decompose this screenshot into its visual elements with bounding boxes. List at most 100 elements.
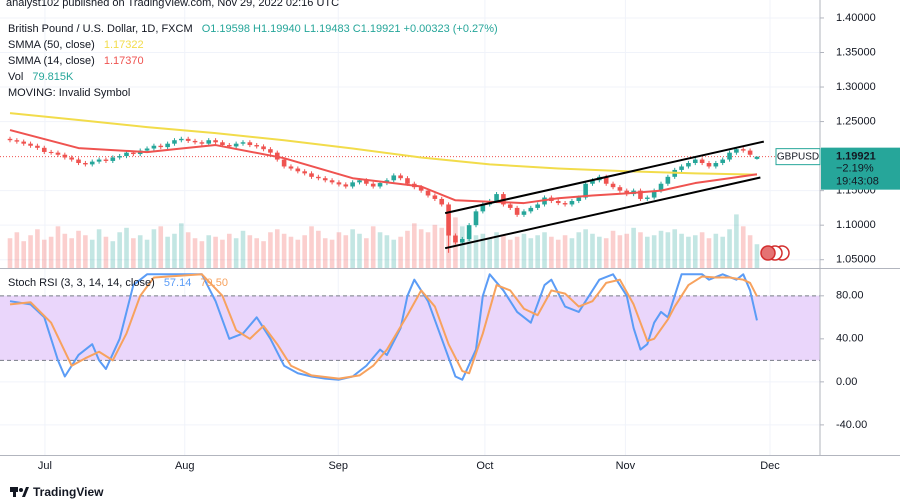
volume-bar: [192, 238, 198, 268]
candle-body: [377, 183, 383, 187]
symbol-title: British Pound / U.S. Dollar, 1D, FXCM: [8, 23, 193, 35]
candle-body: [405, 178, 410, 184]
volume-bar: [350, 229, 355, 268]
candle-body: [55, 152, 61, 155]
y-tick-label: 1.35000: [836, 46, 876, 58]
volume-bar: [699, 232, 705, 268]
candle-body: [69, 157, 74, 160]
volume-bar: [240, 230, 246, 268]
volume-bar: [507, 239, 513, 268]
candle-body: [658, 183, 664, 191]
candle-body: [473, 211, 479, 226]
volume-bar: [754, 244, 760, 268]
candle-body: [357, 180, 362, 183]
candle-body: [322, 178, 328, 181]
candle-body: [665, 176, 671, 184]
y-tick-label: -40.00: [836, 419, 867, 431]
price-tag: [821, 147, 900, 190]
published-note: analyst102 published on TradingView.com,…: [6, 0, 339, 9]
volume-bar: [206, 235, 212, 268]
candle-body: [514, 207, 520, 215]
legend-name: SMMA (14, close): [8, 55, 95, 67]
candle-body: [521, 211, 527, 215]
label-layer: GBPUSD 1.19921−2.19%19:43:08: [775, 147, 900, 190]
volume-bar: [274, 229, 280, 268]
candle-body: [720, 159, 725, 164]
volume-bar: [151, 229, 157, 268]
trend-channel-line: [444, 140, 765, 215]
volume-bar: [631, 227, 636, 268]
volume-bar: [69, 238, 74, 268]
candle-body: [103, 159, 109, 161]
legend-sma50: SMMA (50, close) 1.17322: [8, 39, 144, 51]
volume-bar: [213, 236, 218, 268]
volume-bar: [158, 226, 164, 268]
volume-bar: [199, 241, 205, 268]
y-tick-label: 40.00: [836, 333, 864, 345]
volume-bar: [391, 239, 397, 268]
candle-body: [76, 159, 81, 164]
volume-bar: [597, 236, 602, 268]
candle-body: [7, 138, 13, 141]
candle-body: [151, 145, 157, 149]
volume-bar: [295, 239, 301, 268]
candle-body: [247, 142, 253, 146]
volume-bar: [473, 235, 479, 268]
candle-body: [555, 201, 561, 204]
volume-bar: [110, 241, 116, 268]
price-label: 1.19921: [836, 151, 876, 163]
volume-bar: [322, 238, 328, 268]
legend-value: 79.50: [200, 277, 228, 289]
candle-body: [83, 163, 88, 165]
candle-body: [645, 197, 650, 199]
candle-body: [706, 163, 712, 167]
volume-bar: [329, 239, 335, 268]
volume-bar: [254, 238, 260, 268]
y-tick-label: 1.40000: [836, 12, 876, 24]
volume-bar: [220, 239, 225, 268]
candle-body: [213, 140, 218, 143]
volume-bar: [247, 235, 253, 268]
trend-channel-line: [444, 176, 761, 250]
candle-body: [569, 201, 575, 205]
candle-body: [226, 145, 232, 147]
candle-body: [343, 184, 349, 187]
volume-bar: [590, 233, 595, 268]
volume-bar: [261, 241, 266, 268]
candle-body: [220, 142, 225, 146]
volume-bar: [466, 230, 472, 268]
candle-body: [727, 152, 732, 160]
volume-bar: [555, 239, 561, 268]
candle-body: [692, 159, 698, 164]
volume-bar: [651, 235, 657, 268]
volume-bar: [226, 233, 232, 268]
volume-bar: [268, 232, 273, 268]
volume-bar: [89, 239, 95, 268]
candle-body: [466, 225, 472, 239]
volume-bar: [377, 232, 383, 268]
volume-bar: [309, 226, 314, 268]
candle-body: [288, 166, 294, 169]
candle-body: [535, 204, 540, 208]
candle-body: [131, 152, 136, 155]
volume-bar: [28, 235, 33, 268]
symbol-tag: [775, 148, 821, 166]
volume-bar: [610, 230, 616, 268]
legend-name: SMMA (50, close): [8, 39, 95, 51]
candle-body: [734, 149, 739, 153]
candle-body: [740, 149, 746, 151]
candle-body: [590, 180, 595, 184]
volume-bar: [501, 235, 506, 268]
candle-body: [21, 141, 27, 144]
candle-body: [370, 183, 376, 187]
x-tick-label: Sep: [328, 460, 348, 472]
candle-body: [14, 140, 20, 142]
moving-average-line: [9, 129, 758, 205]
candle-body: [350, 182, 355, 187]
x-tick-label: Oct: [476, 460, 493, 472]
volume-bar: [336, 232, 342, 268]
candle-body: [89, 161, 95, 165]
volume-bar: [103, 236, 109, 268]
logo-part: [13, 487, 16, 497]
